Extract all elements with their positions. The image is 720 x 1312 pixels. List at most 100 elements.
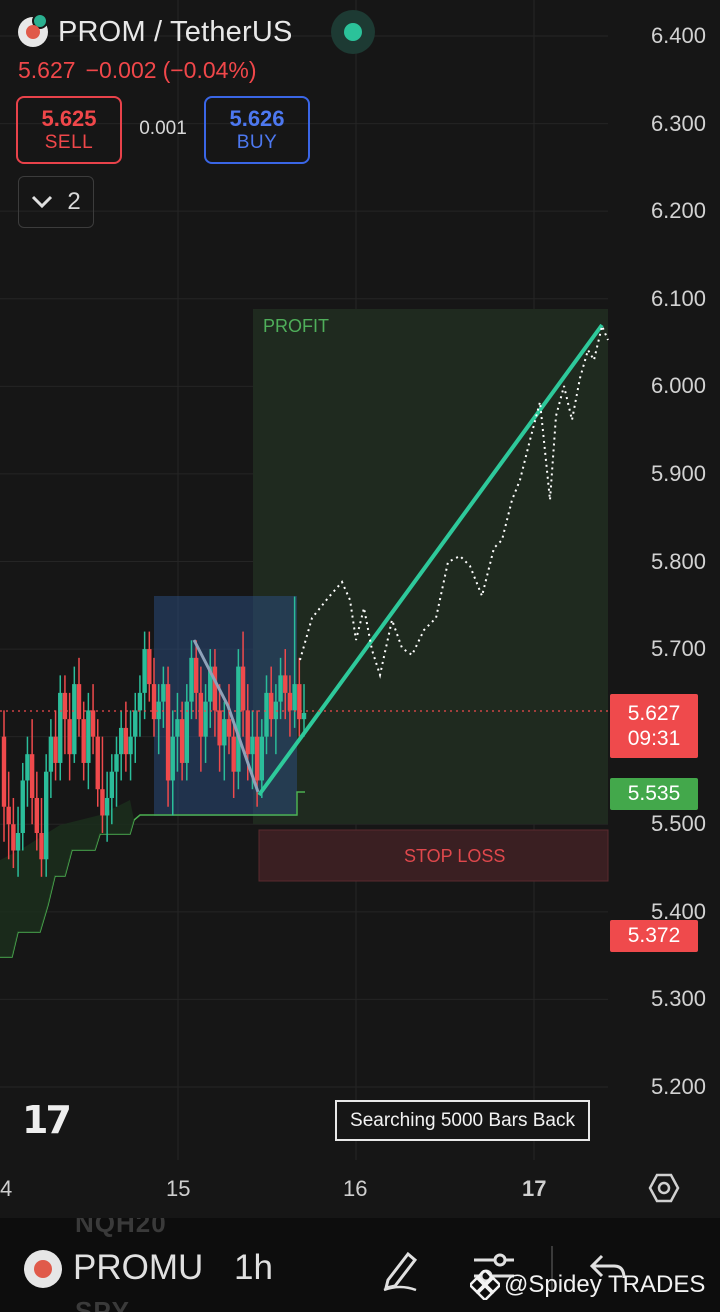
candle-up xyxy=(128,736,133,755)
price-axis-label: 6.300 xyxy=(650,110,706,136)
price-axis-label: 5.800 xyxy=(650,548,706,574)
candle-up xyxy=(48,736,54,772)
price-chart[interactable] xyxy=(0,0,720,1218)
symbol-selector[interactable]: PROMU xyxy=(73,1248,204,1287)
candle-up xyxy=(175,719,180,737)
price-axis-label: 5.300 xyxy=(650,986,706,1012)
chart-settings-button[interactable] xyxy=(648,1172,680,1209)
pattern-leg-line xyxy=(192,639,260,793)
price-axis-label: 6.400 xyxy=(650,23,706,48)
indicators-sliders-icon[interactable] xyxy=(472,1248,516,1288)
indicators-toggle-button[interactable]: 2 xyxy=(18,176,94,228)
indicator-count: 2 xyxy=(67,188,81,215)
projected-path-dotted xyxy=(299,322,609,679)
candle-up xyxy=(292,684,297,711)
buy-button[interactable]: 5.626 BUY xyxy=(204,96,310,164)
prom-logo-icon xyxy=(18,13,48,47)
price-axis-label: 5.500 xyxy=(650,811,706,837)
chevron-down-icon xyxy=(32,195,53,209)
candle-up xyxy=(104,797,110,816)
candle-up xyxy=(114,754,119,772)
candle-up xyxy=(118,727,124,755)
projection-line xyxy=(257,323,604,797)
candle-down xyxy=(100,789,105,816)
candle-down xyxy=(67,719,72,755)
candle-down xyxy=(6,806,11,825)
candle-down xyxy=(287,692,293,711)
candle-down xyxy=(245,710,250,755)
search-status-label: Searching 5000 Bars Back xyxy=(335,1100,590,1141)
candle-down xyxy=(231,736,236,772)
pencil-draw-icon[interactable] xyxy=(380,1248,420,1292)
price-axis-label: 5.700 xyxy=(650,636,706,662)
candle-up xyxy=(142,649,147,693)
stop-loss-zone xyxy=(258,829,609,882)
candle-up xyxy=(161,684,166,702)
hexagon-settings-icon xyxy=(648,1173,680,1203)
time-axis-label: 16 xyxy=(343,1176,368,1201)
candle-down xyxy=(165,684,171,781)
candle-up xyxy=(259,736,265,781)
candle-down xyxy=(297,684,302,720)
candle-down xyxy=(151,684,157,720)
candle-up xyxy=(184,701,190,763)
candle-down xyxy=(34,797,40,834)
watermark-text: @Spidey TRADES xyxy=(504,1271,706,1298)
candle-up xyxy=(156,701,161,720)
candle-up xyxy=(236,666,241,772)
candle-up xyxy=(250,736,255,755)
current-price-tag: 5.627 09:31 xyxy=(610,694,698,758)
price-axis-label: 5.900 xyxy=(650,460,706,486)
candle-down xyxy=(283,675,288,693)
candle-up xyxy=(137,692,143,711)
current-price-value: 5.627 xyxy=(627,701,681,725)
profit-zone xyxy=(253,309,608,824)
symbol-header[interactable]: PROM / TetherUS xyxy=(18,10,375,54)
tradingview-logo[interactable]: 17 xyxy=(22,1098,72,1142)
candle-down xyxy=(62,692,68,720)
sell-label: SELL xyxy=(44,131,94,153)
candle-up xyxy=(25,754,30,781)
price-axis-label: 6.100 xyxy=(650,285,706,311)
candle-up xyxy=(203,701,208,737)
candle-down xyxy=(198,692,204,737)
candle-down xyxy=(226,719,232,737)
candle-down xyxy=(90,710,96,737)
trailing-stop-fill xyxy=(0,800,134,957)
candle-up xyxy=(222,719,227,746)
candle-up xyxy=(15,833,21,851)
candle-down xyxy=(29,754,35,798)
candle-down xyxy=(217,710,222,746)
buy-price: 5.626 xyxy=(229,106,285,132)
spread-value: 0.001 xyxy=(139,118,187,139)
price-change: −0.002 xyxy=(85,57,157,83)
buy-label: BUY xyxy=(236,131,278,153)
candle-up xyxy=(273,701,279,720)
sell-button[interactable]: 5.625 SELL xyxy=(16,96,122,164)
candle-up xyxy=(264,692,269,737)
trailing-stop-price-tag: 5.535 xyxy=(610,778,698,810)
profit-label: PROFIT xyxy=(263,316,329,336)
market-open-icon xyxy=(330,10,375,54)
candle-up xyxy=(208,666,213,702)
candle-up xyxy=(170,736,175,781)
candle-down xyxy=(212,666,218,711)
candlestick-series xyxy=(1,596,307,877)
price-axis-label: 5.400 xyxy=(650,898,706,924)
candle-up xyxy=(278,675,283,702)
bar-countdown: 09:31 xyxy=(627,727,681,750)
sell-price: 5.625 xyxy=(41,106,97,132)
undo-icon[interactable] xyxy=(588,1248,628,1288)
candle-up xyxy=(133,710,138,737)
price-change-line: 5.627 −0.002 (−0.04%) xyxy=(18,57,257,84)
candle-up xyxy=(301,713,307,720)
candle-down xyxy=(39,833,44,860)
candle-up xyxy=(109,771,115,798)
price-axis-label: 6.200 xyxy=(650,198,706,224)
candle-up xyxy=(86,710,91,763)
candle-up xyxy=(20,780,25,834)
watermark: @Spidey TRADES xyxy=(470,1270,705,1300)
interval-selector[interactable]: 1h xyxy=(234,1248,273,1287)
time-axis-label: 4 xyxy=(0,1176,13,1201)
bottom-toolbar: NQH20 SPY PROMU 1h @Spidey TRADES xyxy=(0,1218,720,1312)
